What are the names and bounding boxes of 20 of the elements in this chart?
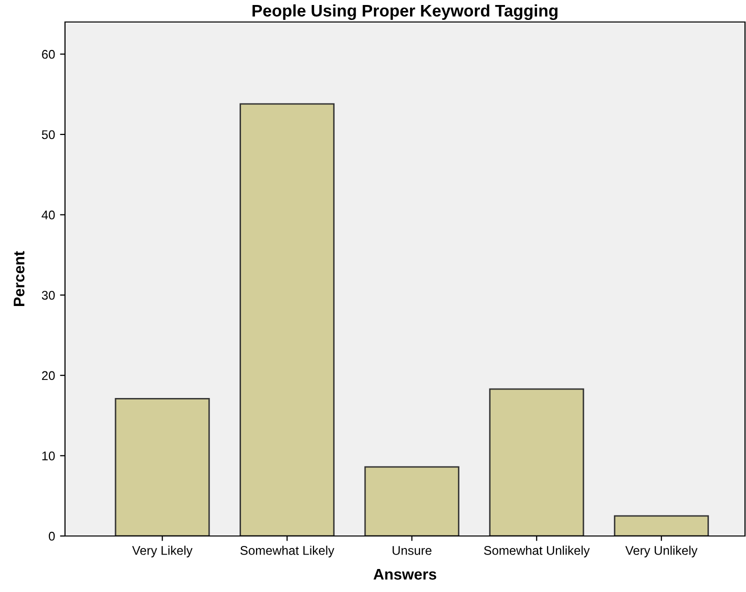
y-tick-label: 30	[42, 290, 55, 300]
x-tick-label: Very Likely	[132, 546, 193, 558]
y-tick-label: 60	[42, 50, 55, 59]
x-tick-label: Somewhat Unlikely	[484, 546, 590, 558]
x-tick-label: Unsure	[392, 546, 432, 555]
x-axis-title: Answers	[374, 569, 436, 580]
y-axis-title: Percent	[14, 251, 24, 306]
y-tick-label: 40	[42, 210, 55, 220]
x-tick-label: Very Unlikely	[625, 546, 698, 558]
chart-title: People Using Proper Keyword Tagging	[252, 4, 558, 20]
bar	[364, 466, 460, 536]
bar	[489, 388, 584, 536]
bar	[114, 398, 210, 536]
y-tick-label: 50	[42, 130, 55, 140]
bar	[240, 103, 335, 536]
y-tick-label: 0	[48, 532, 55, 541]
y-tick-label: 10	[42, 451, 55, 460]
bar	[614, 515, 709, 536]
x-tick-label: Somewhat Likely	[240, 546, 334, 558]
y-tick-label: 20	[42, 371, 55, 380]
